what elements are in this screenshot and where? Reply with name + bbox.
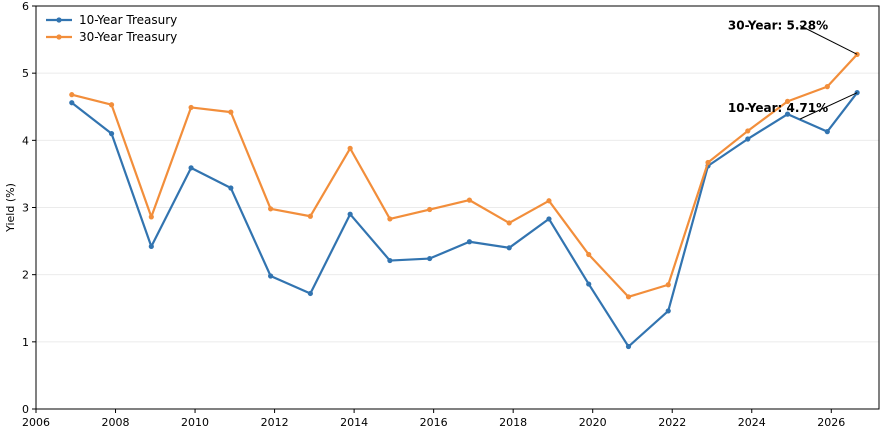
data-point [705,159,711,166]
x-tick-label: 2018 [499,416,527,429]
data-point [546,198,552,204]
grid-layer [36,5,879,410]
data-point [466,197,473,203]
data-point [506,220,512,226]
x-axis: 2006 2008 2010 2012 2014 2016 2018 2020 2022 2024… [22,409,845,429]
data-point [347,145,353,151]
data-point [307,290,313,297]
annotations: 30-Year: 5.28% 10-Year: 4.71% [728,19,858,120]
data-point [307,213,313,219]
data-point [387,216,393,222]
y-tick-label: 6 [22,0,29,13]
series-ten-year [69,90,860,350]
data-point [854,51,860,57]
data-point [824,129,830,135]
legend-label: 10-Year Treasury [79,13,177,27]
legend-label: 30-Year Treasury [79,30,177,44]
x-tick-label: 2020 [579,416,607,429]
data-point [268,273,274,279]
data-point [824,84,830,90]
x-tick-label: 2010 [181,416,209,429]
data-point [586,251,592,258]
data-point [148,214,154,220]
annotation-arrow [799,25,858,55]
annotation-label: 30-Year: 5.28% [728,19,828,33]
y-tick-label: 0 [22,403,29,416]
data-point [268,206,274,212]
data-point [784,98,791,104]
x-tick-label: 2006 [22,416,50,429]
data-point [854,90,860,96]
data-point [188,104,194,111]
x-tick-label: 2012 [261,416,289,429]
data-point [506,245,512,251]
data-point [625,294,632,300]
x-tick-label: 2016 [420,416,448,429]
series-line [71,91,859,348]
data-point [745,136,751,142]
data-point [347,211,353,217]
data-point [108,131,115,137]
x-tick-label: 2008 [102,416,130,429]
data-point [188,165,194,171]
legend-marker [56,17,62,23]
annotation-arrow [799,92,858,120]
series-thirty-year [69,51,860,300]
x-tick-label: 2026 [817,416,845,429]
x-tick-label: 2014 [340,416,368,429]
data-point [427,206,433,213]
legend: 10-Year Treasury 30-Year Treasury [46,13,177,44]
data-point [665,282,671,288]
y-tick-label: 2 [22,269,29,282]
data-point [228,185,234,191]
data-point [625,343,632,350]
y-tick-label: 3 [22,202,29,215]
data-point [665,308,671,314]
data-point [228,109,234,115]
data-point [427,255,433,262]
data-point [148,243,154,250]
annotation-label: 10-Year: 4.71% [728,101,828,115]
series-layer [69,51,860,350]
x-tick-label: 2022 [658,416,686,429]
y-tick-label: 4 [22,134,29,147]
data-point [108,102,115,108]
y-axis: 0 1 2 3 4 5 6 [22,0,36,416]
data-point [387,257,393,264]
data-point [745,128,751,134]
y-tick-label: 1 [22,336,29,349]
series-line [71,53,858,298]
data-point [69,92,75,98]
data-point [466,239,473,245]
data-point [546,216,552,222]
y-tick-label: 5 [22,67,29,80]
data-point [69,100,75,106]
legend-marker [56,34,62,40]
data-point [784,111,791,117]
y-axis-title: Yield (%) [4,183,17,233]
x-tick-label: 2024 [738,416,766,429]
data-point [586,281,592,287]
